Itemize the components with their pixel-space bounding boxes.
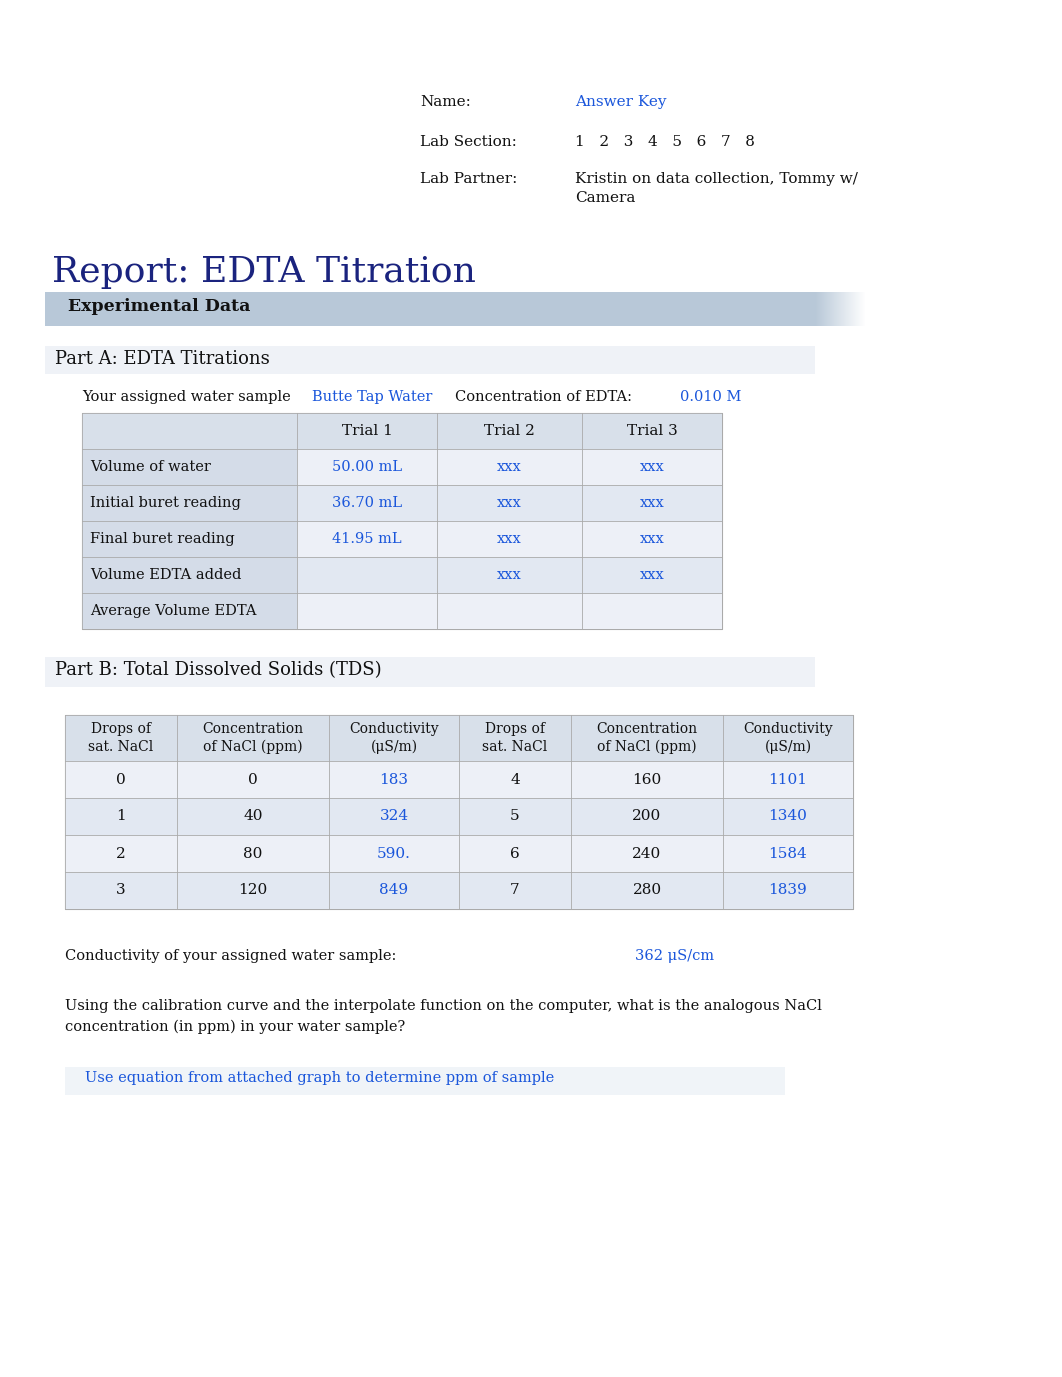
FancyBboxPatch shape bbox=[82, 449, 722, 485]
Text: Volume of water: Volume of water bbox=[90, 460, 211, 474]
FancyBboxPatch shape bbox=[65, 834, 853, 872]
Text: Report: EDTA Titration: Report: EDTA Titration bbox=[52, 255, 476, 289]
Text: Part B: Total Dissolved Solids (TDS): Part B: Total Dissolved Solids (TDS) bbox=[55, 661, 381, 679]
Text: 50.00 mL: 50.00 mL bbox=[332, 460, 402, 474]
FancyBboxPatch shape bbox=[82, 521, 297, 558]
Text: Part A: EDTA Titrations: Part A: EDTA Titrations bbox=[55, 350, 270, 368]
Text: 0.010 M: 0.010 M bbox=[680, 390, 741, 403]
Text: 80: 80 bbox=[243, 847, 262, 861]
Text: Answer Key: Answer Key bbox=[575, 95, 667, 109]
FancyBboxPatch shape bbox=[45, 346, 815, 375]
Text: 41.95 mL: 41.95 mL bbox=[332, 532, 401, 547]
Text: Trial 2: Trial 2 bbox=[484, 424, 535, 438]
Text: 1839: 1839 bbox=[769, 884, 807, 898]
Text: Conductivity of your assigned water sample:: Conductivity of your assigned water samp… bbox=[65, 949, 396, 963]
Text: 1101: 1101 bbox=[769, 772, 807, 786]
Text: 5: 5 bbox=[510, 810, 519, 823]
FancyBboxPatch shape bbox=[82, 593, 722, 629]
FancyBboxPatch shape bbox=[82, 558, 722, 593]
Text: Use equation from attached graph to determine ppm of sample: Use equation from attached graph to dete… bbox=[85, 1071, 554, 1085]
FancyBboxPatch shape bbox=[65, 715, 853, 909]
Text: 183: 183 bbox=[379, 772, 409, 786]
Text: 3: 3 bbox=[116, 884, 125, 898]
FancyBboxPatch shape bbox=[82, 449, 297, 485]
Text: 6: 6 bbox=[510, 847, 520, 861]
FancyBboxPatch shape bbox=[65, 872, 853, 909]
Text: xxx: xxx bbox=[639, 532, 665, 547]
Text: xxx: xxx bbox=[639, 460, 665, 474]
Text: 2: 2 bbox=[116, 847, 126, 861]
Text: xxx: xxx bbox=[639, 567, 665, 582]
FancyBboxPatch shape bbox=[65, 799, 853, 834]
Text: Drops of
sat. NaCl: Drops of sat. NaCl bbox=[482, 722, 548, 755]
Text: 324: 324 bbox=[379, 810, 409, 823]
FancyBboxPatch shape bbox=[82, 593, 297, 629]
Text: Drops of
sat. NaCl: Drops of sat. NaCl bbox=[88, 722, 154, 755]
FancyBboxPatch shape bbox=[82, 485, 297, 521]
Text: Trial 3: Trial 3 bbox=[627, 424, 678, 438]
Text: Name:: Name: bbox=[419, 95, 470, 109]
FancyBboxPatch shape bbox=[65, 1067, 785, 1095]
Text: 200: 200 bbox=[632, 810, 662, 823]
Text: Final buret reading: Final buret reading bbox=[90, 532, 235, 547]
Text: Experimental Data: Experimental Data bbox=[68, 297, 251, 315]
FancyBboxPatch shape bbox=[82, 558, 297, 593]
Text: Trial 1: Trial 1 bbox=[342, 424, 393, 438]
Text: 0: 0 bbox=[249, 772, 258, 786]
Text: Volume EDTA added: Volume EDTA added bbox=[90, 567, 241, 582]
Text: 280: 280 bbox=[633, 884, 662, 898]
Text: xxx: xxx bbox=[497, 496, 521, 509]
Text: Butte Tap Water: Butte Tap Water bbox=[312, 390, 432, 403]
FancyBboxPatch shape bbox=[65, 761, 853, 799]
FancyBboxPatch shape bbox=[82, 521, 722, 558]
Text: 4: 4 bbox=[510, 772, 520, 786]
Text: Average Volume EDTA: Average Volume EDTA bbox=[90, 605, 257, 618]
Text: xxx: xxx bbox=[497, 460, 521, 474]
FancyBboxPatch shape bbox=[82, 485, 722, 521]
Text: Concentration of EDTA:: Concentration of EDTA: bbox=[455, 390, 632, 403]
Text: Lab Section:: Lab Section: bbox=[419, 135, 517, 149]
Text: 1: 1 bbox=[116, 810, 126, 823]
Text: Initial buret reading: Initial buret reading bbox=[90, 496, 241, 509]
Text: 7: 7 bbox=[510, 884, 519, 898]
Text: Concentration
of NaCl (ppm): Concentration of NaCl (ppm) bbox=[203, 722, 304, 755]
Text: 120: 120 bbox=[238, 884, 268, 898]
FancyBboxPatch shape bbox=[65, 715, 853, 761]
FancyBboxPatch shape bbox=[45, 292, 815, 326]
Text: Kristin on data collection, Tommy w/
Camera: Kristin on data collection, Tommy w/ Cam… bbox=[575, 172, 858, 205]
FancyBboxPatch shape bbox=[82, 413, 722, 629]
Text: Concentration
of NaCl (ppm): Concentration of NaCl (ppm) bbox=[597, 722, 698, 755]
Text: 590.: 590. bbox=[377, 847, 411, 861]
Text: 240: 240 bbox=[632, 847, 662, 861]
Text: Conductivity
(μS/m): Conductivity (μS/m) bbox=[743, 722, 833, 755]
Text: 160: 160 bbox=[632, 772, 662, 786]
Text: 40: 40 bbox=[243, 810, 262, 823]
Text: xxx: xxx bbox=[497, 567, 521, 582]
Text: 1   2   3   4   5   6   7   8: 1 2 3 4 5 6 7 8 bbox=[575, 135, 755, 149]
Text: Lab Partner:: Lab Partner: bbox=[419, 172, 517, 186]
Text: 1584: 1584 bbox=[769, 847, 807, 861]
Text: Conductivity
(μS/m): Conductivity (μS/m) bbox=[349, 722, 439, 755]
Text: 849: 849 bbox=[379, 884, 409, 898]
Text: Your assigned water sample: Your assigned water sample bbox=[82, 390, 291, 403]
FancyBboxPatch shape bbox=[45, 657, 815, 687]
Text: 1340: 1340 bbox=[769, 810, 807, 823]
Text: 0: 0 bbox=[116, 772, 126, 786]
Text: 362 μS/cm: 362 μS/cm bbox=[635, 949, 714, 963]
Text: xxx: xxx bbox=[497, 532, 521, 547]
FancyBboxPatch shape bbox=[82, 413, 722, 449]
Text: 36.70 mL: 36.70 mL bbox=[332, 496, 402, 509]
Text: xxx: xxx bbox=[639, 496, 665, 509]
Text: Using the calibration curve and the interpolate function on the computer, what i: Using the calibration curve and the inte… bbox=[65, 998, 822, 1034]
